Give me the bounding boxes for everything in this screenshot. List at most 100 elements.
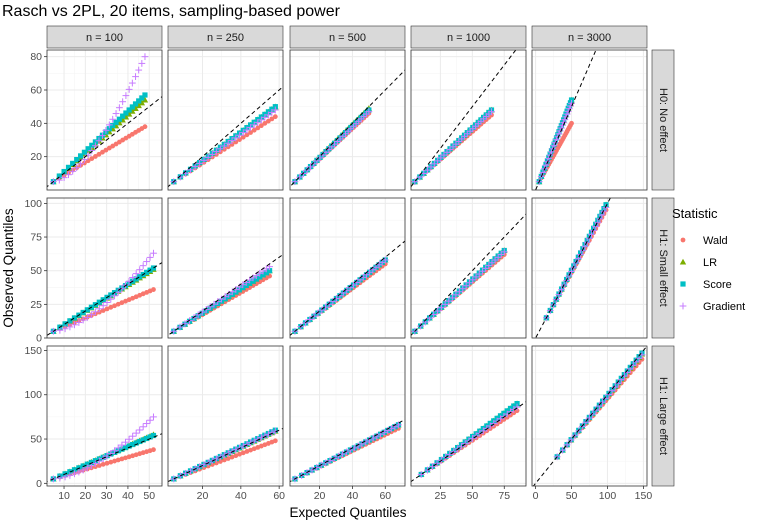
column-strip-label: n = 250 bbox=[207, 32, 244, 44]
data-point bbox=[469, 276, 477, 284]
data-point bbox=[308, 466, 316, 474]
data-point bbox=[106, 126, 112, 132]
data-point bbox=[452, 291, 460, 299]
x-tick-label: 50 bbox=[143, 490, 155, 502]
data-point bbox=[569, 120, 574, 126]
data-point bbox=[91, 308, 99, 316]
data-point bbox=[314, 309, 322, 317]
data-point bbox=[291, 178, 299, 186]
data-point bbox=[85, 146, 91, 152]
data-point bbox=[198, 308, 206, 316]
data-point bbox=[84, 461, 90, 467]
data-point bbox=[143, 420, 151, 427]
panel-plot-area bbox=[290, 240, 405, 336]
data-point bbox=[384, 427, 392, 434]
data-point bbox=[472, 273, 480, 281]
facet-panel bbox=[167, 197, 284, 339]
data-point bbox=[112, 303, 117, 309]
data-point bbox=[126, 443, 132, 449]
data-point bbox=[115, 301, 121, 307]
data-point bbox=[182, 469, 190, 477]
data-point bbox=[240, 134, 246, 140]
data-point bbox=[303, 166, 311, 174]
data-point bbox=[73, 164, 81, 172]
data-point bbox=[542, 161, 550, 169]
data-point bbox=[269, 116, 275, 122]
panel-border bbox=[531, 197, 648, 339]
legend-entry-lr: LR bbox=[679, 257, 717, 269]
panel-plot-area bbox=[290, 69, 405, 188]
data-point bbox=[253, 276, 259, 282]
x-tick-label: 100 bbox=[599, 490, 617, 502]
data-point bbox=[430, 160, 438, 168]
data-point bbox=[132, 429, 140, 437]
data-point bbox=[129, 104, 135, 110]
data-point bbox=[140, 437, 146, 443]
data-point bbox=[79, 466, 87, 474]
data-point bbox=[74, 157, 80, 163]
y-tick-label: 50 bbox=[30, 434, 42, 446]
legend-entry-gradient: Gradient bbox=[679, 301, 745, 313]
x-tick-label: 40 bbox=[347, 490, 359, 502]
facet-panel bbox=[167, 49, 284, 191]
data-point bbox=[417, 322, 425, 330]
legend-key bbox=[680, 237, 686, 243]
facet-panel: 20 40 60 bbox=[167, 345, 285, 502]
column-strip-label: n = 100 bbox=[86, 32, 123, 44]
data-point bbox=[151, 287, 156, 292]
data-point bbox=[555, 291, 563, 298]
data-point bbox=[500, 248, 508, 256]
x-tick-label: 50 bbox=[466, 490, 478, 502]
data-point bbox=[137, 438, 143, 445]
panel-plot-area bbox=[168, 253, 283, 336]
legend-label: Score bbox=[703, 279, 732, 291]
row-strip-label: H0: No effect bbox=[657, 88, 669, 152]
data-point bbox=[513, 403, 521, 411]
data-point bbox=[142, 92, 148, 98]
data-point bbox=[60, 174, 68, 182]
data-point bbox=[266, 268, 273, 274]
data-point bbox=[255, 125, 261, 131]
data-point bbox=[590, 226, 598, 234]
reference-line bbox=[290, 240, 405, 336]
legend-entry-wald: Wald bbox=[680, 235, 728, 247]
data-point bbox=[176, 323, 184, 331]
data-point bbox=[144, 435, 150, 442]
data-point bbox=[150, 432, 157, 439]
panel-background bbox=[290, 198, 405, 338]
data-point bbox=[56, 173, 62, 179]
data-point bbox=[191, 163, 199, 170]
data-point bbox=[129, 274, 137, 281]
data-point bbox=[196, 160, 204, 167]
data-point bbox=[318, 306, 326, 314]
data-point bbox=[143, 258, 151, 265]
data-point bbox=[126, 107, 132, 113]
data-point bbox=[588, 230, 595, 238]
data-point bbox=[260, 272, 266, 278]
data-point bbox=[187, 467, 194, 475]
x-tick-label: 150 bbox=[635, 490, 653, 502]
panel-plot-area bbox=[47, 413, 162, 483]
data-point bbox=[87, 311, 95, 319]
data-point bbox=[107, 295, 115, 303]
y-axis-title: Observed Quantiles bbox=[1, 208, 16, 328]
data-point bbox=[257, 116, 265, 124]
panel-plot-area bbox=[47, 249, 162, 336]
data-point bbox=[71, 315, 78, 321]
data-point bbox=[307, 163, 314, 171]
data-point bbox=[236, 444, 243, 452]
data-point bbox=[440, 151, 448, 159]
data-point bbox=[71, 467, 78, 473]
panel-border bbox=[410, 345, 527, 487]
data-point bbox=[122, 438, 129, 446]
data-point bbox=[263, 270, 269, 276]
data-point bbox=[146, 416, 154, 424]
data-point bbox=[77, 160, 85, 168]
data-point bbox=[200, 156, 208, 164]
facet-panel: 0 25 50 75 100 bbox=[24, 197, 163, 345]
data-point bbox=[306, 316, 314, 323]
data-point bbox=[563, 441, 571, 449]
y-tick-label: 150 bbox=[24, 345, 42, 357]
panel-background bbox=[290, 346, 405, 486]
